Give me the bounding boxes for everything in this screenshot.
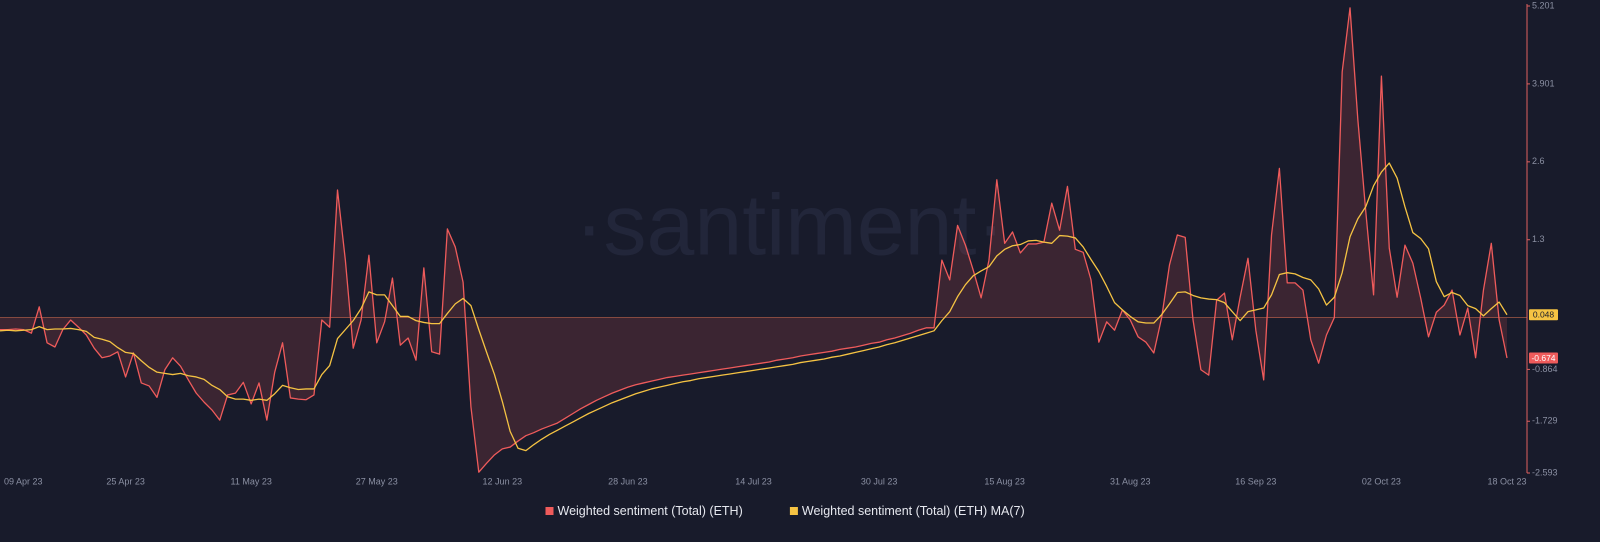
x-tick-label: 14 Jul 23: [735, 476, 772, 486]
x-tick-label: 28 Jun 23: [608, 476, 648, 486]
x-tick-label: 09 Apr 23: [4, 476, 43, 486]
last-value-badge: [1529, 352, 1558, 364]
y-tick-label: 2.6: [1532, 156, 1545, 166]
legend-label: Weighted sentiment (Total) (ETH) MA(7): [802, 504, 1025, 518]
legend-swatch: [789, 507, 798, 515]
x-tick-label: 25 Apr 23: [106, 476, 145, 486]
x-tick-label: 31 Aug 23: [1110, 476, 1151, 486]
legend-label: Weighted sentiment (Total) (ETH): [558, 504, 743, 518]
x-tick-label: 30 Jul 23: [861, 476, 898, 486]
legend-swatch: [545, 507, 554, 515]
series-line: [0, 162, 1508, 452]
y-tick-label: 5.201: [1532, 0, 1555, 10]
x-tick-label: 11 May 23: [230, 476, 271, 486]
x-tick-label: 16 Sep 23: [1235, 476, 1276, 486]
watermark: ·santiment·: [575, 178, 1005, 274]
x-tick-label: 18 Oct 23: [1487, 476, 1526, 486]
y-tick-label: 1.3: [1532, 234, 1545, 244]
y-tick-label: -0.864: [1532, 364, 1558, 374]
last-value-label: -0.674: [1531, 353, 1555, 363]
x-tick-label: 02 Oct 23: [1362, 476, 1401, 486]
x-tick-label: 27 May 23: [356, 476, 398, 486]
last-value-label: 0.048: [1533, 310, 1555, 320]
y-tick-label: -1.729: [1532, 416, 1558, 426]
x-tick-label: 12 Jun 23: [483, 476, 523, 486]
x-tick-label: 15 Aug 23: [984, 476, 1025, 486]
y-tick-label: -2.593: [1532, 467, 1558, 477]
last-value-badge: [1529, 309, 1558, 321]
series-line: [0, 7, 1508, 473]
y-tick-label: 3.901: [1532, 78, 1555, 88]
